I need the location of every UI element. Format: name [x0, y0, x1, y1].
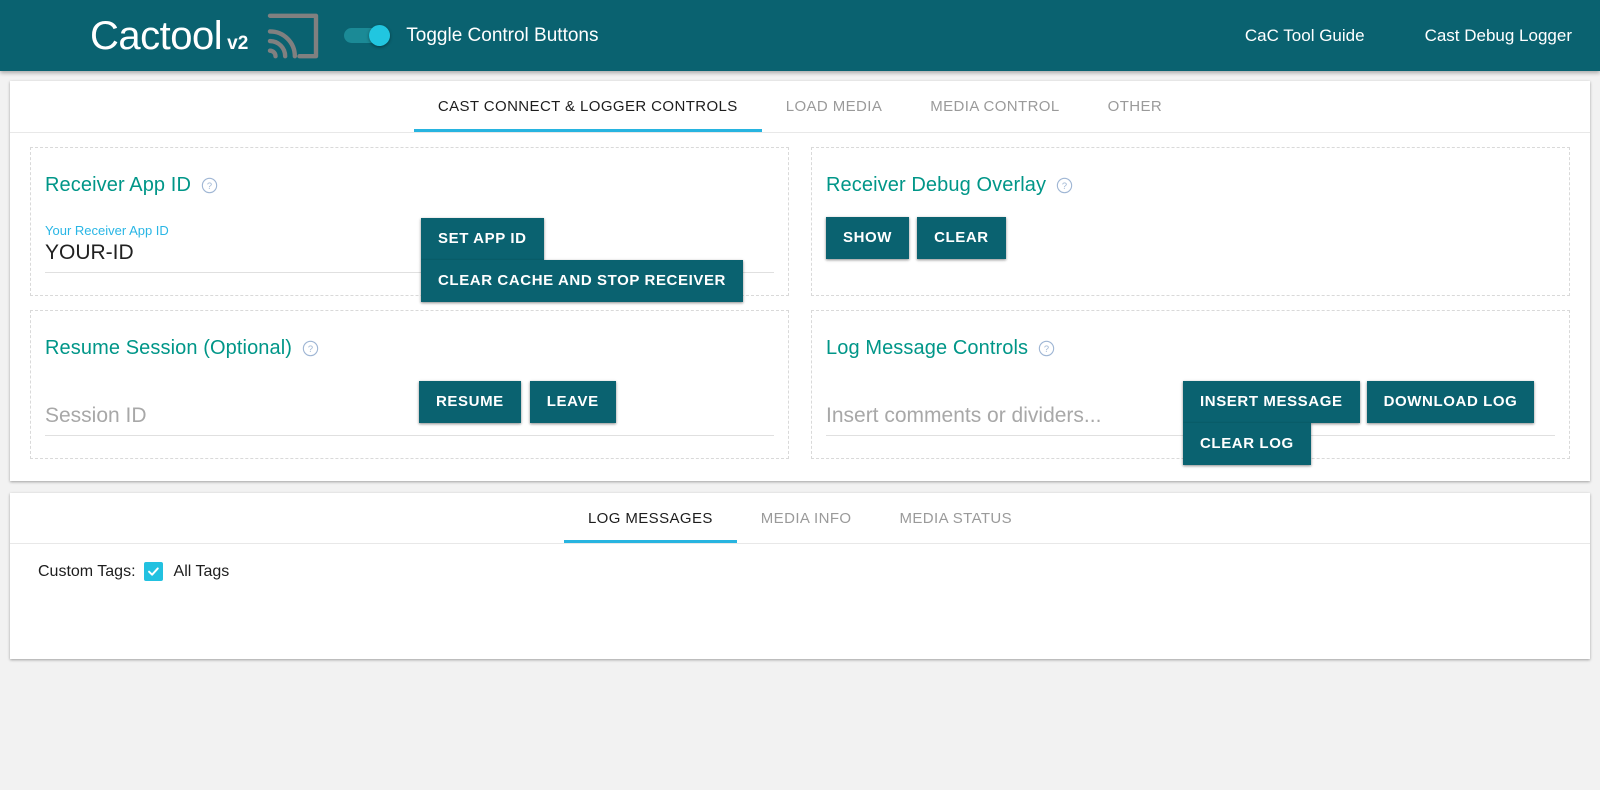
clear-cache-and-stop-receiver-button[interactable]: CLEAR CACHE AND STOP RECEIVER [421, 260, 743, 302]
insert-message-button[interactable]: INSERT MESSAGE [1183, 381, 1360, 423]
card-resume-session: Resume Session (Optional) ? RESUME LEAVE [30, 310, 789, 459]
all-tags-checkbox[interactable] [143, 562, 163, 581]
leave-button[interactable]: LEAVE [529, 381, 616, 423]
link-cast-debug-logger[interactable]: Cast Debug Logger [1424, 25, 1572, 45]
tab-log-messages[interactable]: LOG MESSAGES [563, 493, 737, 543]
toggle-switch[interactable] [344, 25, 391, 46]
brand-name: Cactool [90, 13, 223, 58]
clear-log-button[interactable]: CLEAR LOG [1183, 423, 1311, 465]
custom-tags-bar: Custom Tags: All Tags [10, 544, 1590, 581]
receiver-app-id-label: Your Receiver App ID [45, 223, 169, 238]
log-buttons-row-one: INSERT MESSAGE DOWNLOAD LOG [1183, 381, 1535, 423]
card-title: Receiver Debug Overlay [826, 174, 1047, 196]
session-id-field [45, 386, 774, 436]
card-log-message-controls: Log Message Controls ? INSERT MESSAGE DO… [811, 310, 1570, 465]
help-circle-icon[interactable]: ? [201, 177, 218, 194]
receiver-app-id-field: Your Receiver App ID [45, 223, 774, 273]
all-tags-label: All Tags [173, 562, 230, 580]
log-tabs: LOG MESSAGES MEDIA INFO MEDIA STATUS [10, 493, 1590, 544]
tab-media-info[interactable]: MEDIA INFO [760, 509, 852, 527]
custom-tags-label: Custom Tags: [38, 562, 136, 580]
receiver-app-id-field-row: Your Receiver App ID [45, 223, 774, 273]
brand-logo: Cactool v2 [90, 16, 248, 56]
card-title: Receiver App ID [45, 174, 192, 196]
toggle-control-buttons[interactable]: Toggle Control Buttons [344, 24, 599, 47]
main-tabs: CAST CONNECT & LOGGER CONTROLS LOAD MEDI… [10, 81, 1590, 133]
brand-version: v2 [227, 32, 249, 54]
svg-text:?: ? [1044, 344, 1049, 354]
session-id-input[interactable] [45, 386, 774, 436]
card-header: Resume Session (Optional) ? [45, 337, 774, 360]
receiver-app-id-buttons: SET APP ID CLEAR CACHE AND STOP RECEIVER [421, 218, 743, 302]
link-cac-tool-guide[interactable]: CaC Tool Guide [1244, 25, 1365, 45]
card-title: Log Message Controls [826, 337, 1029, 359]
controls-panel: CAST CONNECT & LOGGER CONTROLS LOAD MEDI… [10, 81, 1590, 481]
clear-button[interactable]: CLEAR [917, 217, 1006, 259]
svg-text:?: ? [1062, 181, 1067, 191]
app-header: Cactool v2 Toggle Control Buttons CaC To… [0, 0, 1600, 71]
card-header: Log Message Controls ? [826, 337, 1555, 360]
card-receiver-debug-overlay: Receiver Debug Overlay ? SHOW CLEAR [811, 147, 1570, 296]
tab-load-media[interactable]: LOAD MEDIA [785, 98, 883, 115]
svg-text:?: ? [207, 181, 212, 191]
receiver-debug-overlay-buttons: SHOW CLEAR [826, 217, 1555, 259]
svg-text:?: ? [308, 344, 313, 354]
card-header: Receiver App ID ? [45, 174, 774, 197]
help-circle-icon[interactable]: ? [302, 340, 319, 357]
show-button[interactable]: SHOW [826, 217, 910, 259]
log-buttons-row-two: CLEAR LOG [1183, 423, 1534, 465]
card-receiver-app-id: Receiver App ID ? Your Receiver App ID S… [30, 147, 789, 302]
download-log-button[interactable]: DOWNLOAD LOG [1366, 381, 1535, 423]
resume-button[interactable]: RESUME [419, 381, 521, 423]
tab-media-control[interactable]: MEDIA CONTROL [930, 98, 1060, 115]
toggle-label: Toggle Control Buttons [406, 24, 599, 46]
card-header: Receiver Debug Overlay ? [826, 174, 1555, 197]
tab-other[interactable]: OTHER [1107, 98, 1163, 115]
log-panel: LOG MESSAGES MEDIA INFO MEDIA STATUS Cus… [10, 493, 1590, 659]
cast-icon [264, 13, 322, 59]
set-app-id-button[interactable]: SET APP ID [421, 218, 544, 260]
log-messages-list [10, 581, 1590, 659]
tab-cast-connect-logger-controls[interactable]: CAST CONNECT & LOGGER CONTROLS [413, 81, 762, 132]
session-id-field-row [45, 386, 774, 436]
toggle-knob [369, 25, 391, 46]
help-circle-icon[interactable]: ? [1056, 177, 1073, 194]
controls-card-grid: Receiver App ID ? Your Receiver App ID S… [10, 133, 1590, 481]
resume-session-buttons: RESUME LEAVE [419, 381, 616, 423]
log-message-controls-buttons: INSERT MESSAGE DOWNLOAD LOG CLEAR LOG [1183, 381, 1535, 465]
tab-media-status[interactable]: MEDIA STATUS [899, 509, 1013, 527]
card-title: Resume Session (Optional) [45, 337, 293, 359]
check-icon [147, 567, 159, 576]
help-circle-icon[interactable]: ? [1038, 340, 1055, 357]
